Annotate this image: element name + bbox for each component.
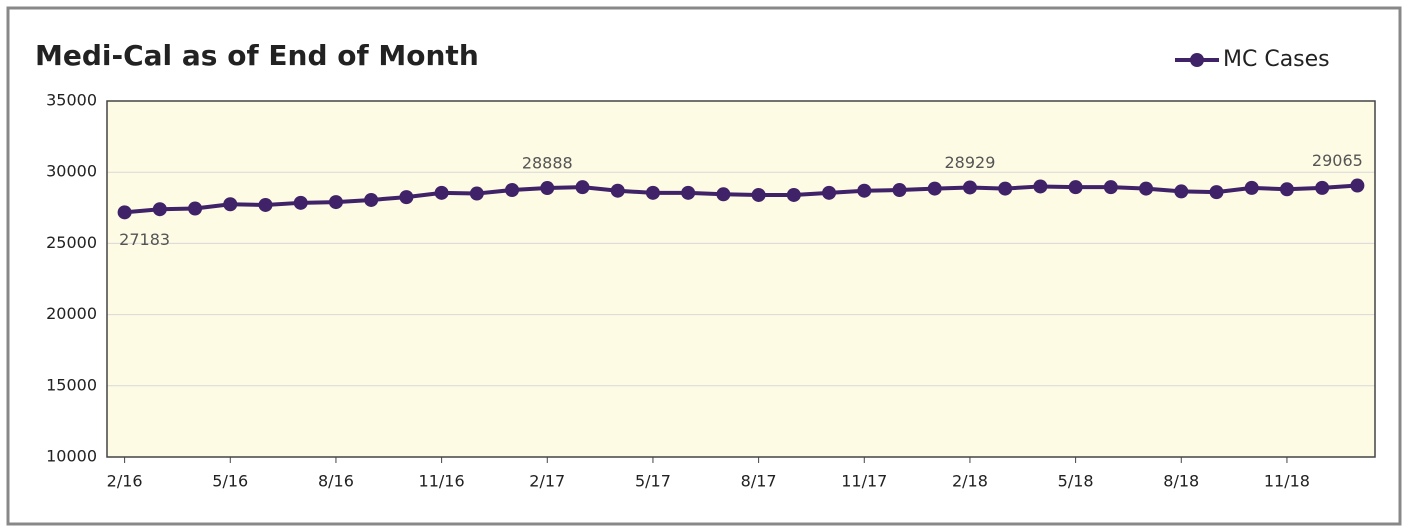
data-point (998, 181, 1013, 196)
data-point (786, 187, 801, 202)
data-label: 28929 (944, 153, 995, 172)
y-tick-label: 30000 (46, 162, 97, 181)
y-tick-label: 25000 (46, 233, 97, 252)
y-tick-label: 15000 (46, 375, 97, 394)
data-point (1209, 185, 1224, 200)
data-point (857, 183, 872, 198)
data-point (364, 192, 379, 207)
data-point (434, 185, 449, 200)
x-tick-label: 8/17 (741, 472, 777, 491)
data-point (1103, 180, 1118, 195)
data-point (1279, 182, 1294, 197)
data-point (258, 197, 273, 212)
data-point (751, 187, 766, 202)
data-point (892, 183, 907, 197)
plot-border (106, 100, 1376, 458)
data-point (927, 181, 942, 196)
legend-label: MC Cases (1223, 47, 1330, 72)
legend-marker (1190, 53, 1204, 67)
x-tick-label: 8/18 (1163, 472, 1199, 491)
data-point (540, 181, 555, 196)
data-point (610, 183, 625, 198)
data-point (188, 201, 203, 216)
data-label: 27183 (119, 230, 170, 249)
chart-title: Medi-Cal as of End of Month (35, 39, 479, 72)
x-tick-label: 2/17 (529, 472, 565, 491)
x-tick-label: 5/18 (1058, 472, 1094, 491)
x-tick-label: 11/17 (841, 472, 887, 491)
data-point (1350, 178, 1365, 193)
data-point (716, 187, 731, 202)
data-point (1033, 179, 1048, 194)
data-point (1174, 184, 1189, 199)
data-label: 28888 (522, 154, 573, 173)
data-point (962, 180, 977, 195)
data-point (152, 202, 167, 217)
data-point (399, 190, 414, 205)
data-point (575, 180, 590, 195)
data-point (645, 185, 660, 200)
x-tick-label: 11/18 (1264, 472, 1310, 491)
data-point (1139, 181, 1154, 196)
data-point (681, 185, 696, 200)
data-point (822, 185, 837, 200)
data-point (1315, 180, 1330, 195)
data-point (328, 195, 343, 210)
x-tick-label: 2/16 (107, 472, 143, 491)
x-tick-label: 5/16 (212, 472, 248, 491)
y-tick-label: 20000 (46, 304, 97, 323)
x-tick-label: 2/18 (952, 472, 988, 491)
data-point (1068, 180, 1083, 195)
data-point (117, 205, 132, 220)
y-tick-label: 35000 (46, 91, 97, 110)
data-point (1244, 180, 1259, 195)
plot-area (107, 101, 1375, 457)
x-tick-label: 8/16 (318, 472, 354, 491)
data-point (223, 197, 238, 212)
x-tick-label: 11/16 (419, 472, 465, 491)
data-point (469, 186, 484, 201)
data-point (293, 195, 308, 210)
data-label: 29065 (1312, 151, 1363, 170)
data-point (505, 183, 520, 197)
x-tick-label: 5/17 (635, 472, 671, 491)
y-tick-label: 10000 (46, 447, 97, 466)
